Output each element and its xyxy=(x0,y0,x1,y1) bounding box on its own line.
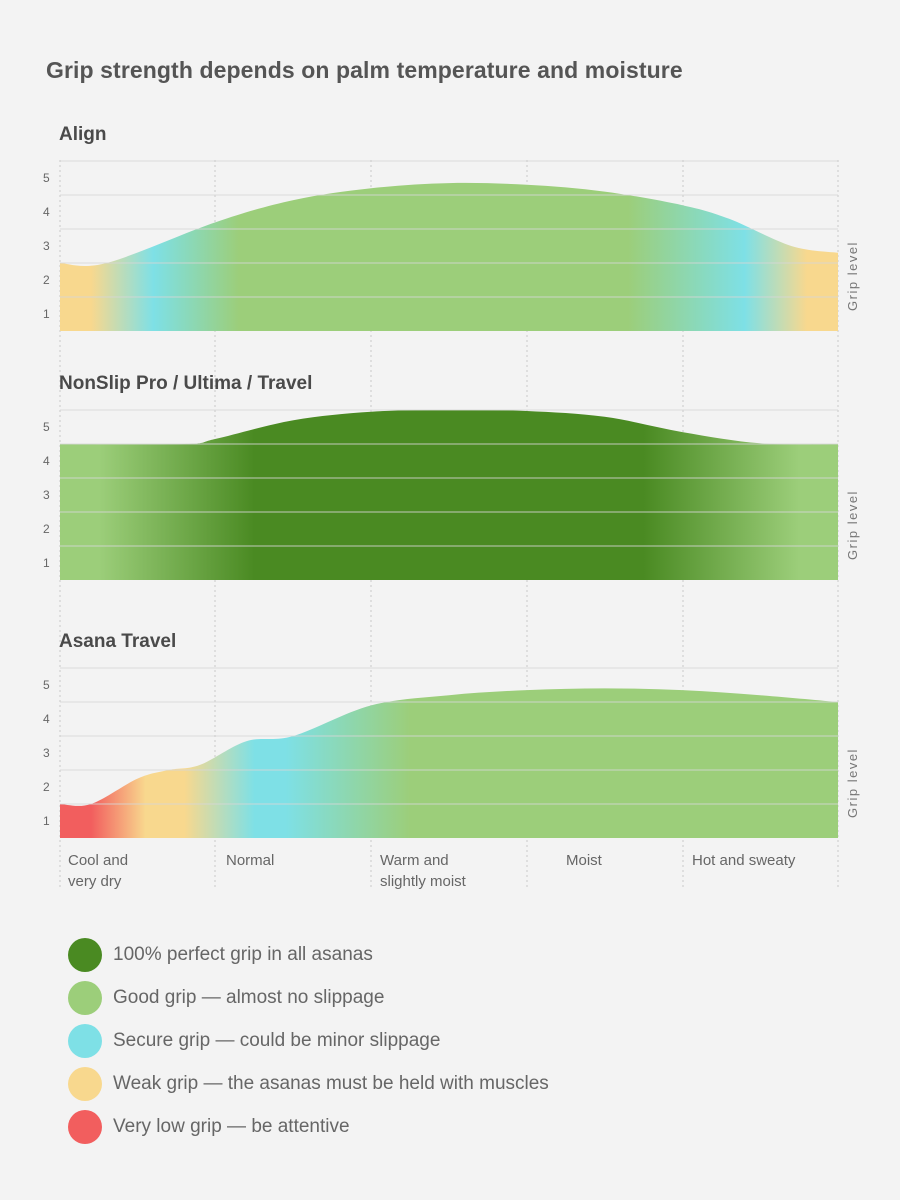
y-tick-label: 2 xyxy=(43,780,50,794)
y-tick-label: 5 xyxy=(43,678,50,692)
y-axis-label: Grip level xyxy=(845,490,860,560)
x-category-label: Warm and slightly moist xyxy=(380,852,467,890)
y-tick-label: 3 xyxy=(43,239,50,253)
legend-label: Weak grip — the asanas must be held with… xyxy=(113,1073,549,1094)
legend-label: Secure grip — could be minor slippage xyxy=(113,1030,441,1051)
x-category-label: Cool and very dry xyxy=(68,852,128,890)
y-axis-label: Grip level xyxy=(845,241,860,311)
legend-swatch xyxy=(68,981,102,1015)
y-tick-label: 4 xyxy=(43,205,50,219)
y-tick-label: 5 xyxy=(43,171,50,185)
legend-swatch xyxy=(68,1024,102,1058)
y-tick-label: 5 xyxy=(43,420,50,434)
x-category-label: Moist xyxy=(566,852,603,869)
legend-swatch xyxy=(68,938,102,972)
x-category-label: Hot and sweaty xyxy=(692,852,796,869)
grip-area xyxy=(60,182,838,331)
y-tick-label: 3 xyxy=(43,488,50,502)
y-tick-label: 1 xyxy=(43,556,50,570)
chart-figure: Align 1 2 3 4 5 Grip level NonSlip Pro / Ultima… xyxy=(43,124,860,890)
y-tick-label: 1 xyxy=(43,307,50,321)
legend-label: Good grip — almost no slippage xyxy=(113,987,385,1008)
y-tick-label: 2 xyxy=(43,273,50,287)
page-title: Grip strength depends on palm temperatur… xyxy=(46,57,683,83)
panel-title: Align xyxy=(59,124,107,145)
legend-swatch xyxy=(68,1110,102,1144)
legend-swatch xyxy=(68,1067,102,1101)
legend-label: 100% perfect grip in all asanas xyxy=(113,944,373,965)
y-tick-label: 2 xyxy=(43,522,50,536)
y-tick-label: 4 xyxy=(43,454,50,468)
panel-title: Asana Travel xyxy=(59,631,176,652)
y-tick-label: 3 xyxy=(43,746,50,760)
grip-area xyxy=(60,409,838,580)
grip-area xyxy=(60,688,838,838)
y-axis-label: Grip level xyxy=(845,748,860,818)
x-category-label: Normal xyxy=(226,852,274,869)
y-tick-label: 4 xyxy=(43,712,50,726)
panel-title: NonSlip Pro / Ultima / Travel xyxy=(59,373,312,394)
legend-label: Very low grip — be attentive xyxy=(113,1116,350,1137)
y-tick-label: 1 xyxy=(43,814,50,828)
